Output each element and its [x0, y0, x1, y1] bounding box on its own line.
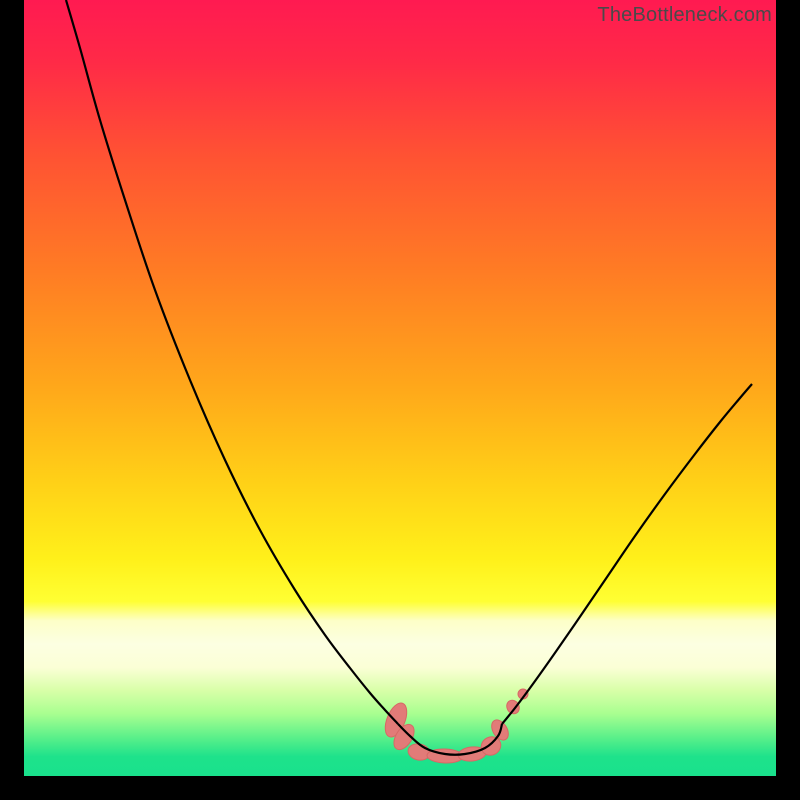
trough-markers	[381, 689, 528, 764]
curve-left-branch	[66, 0, 398, 724]
trough-marker	[504, 698, 521, 716]
curve-right-branch	[502, 384, 752, 724]
plot-area	[24, 0, 776, 776]
watermark-text: TheBottleneck.com	[597, 4, 772, 27]
outer-frame: TheBottleneck.com	[0, 0, 800, 800]
curve-layer	[24, 0, 776, 776]
